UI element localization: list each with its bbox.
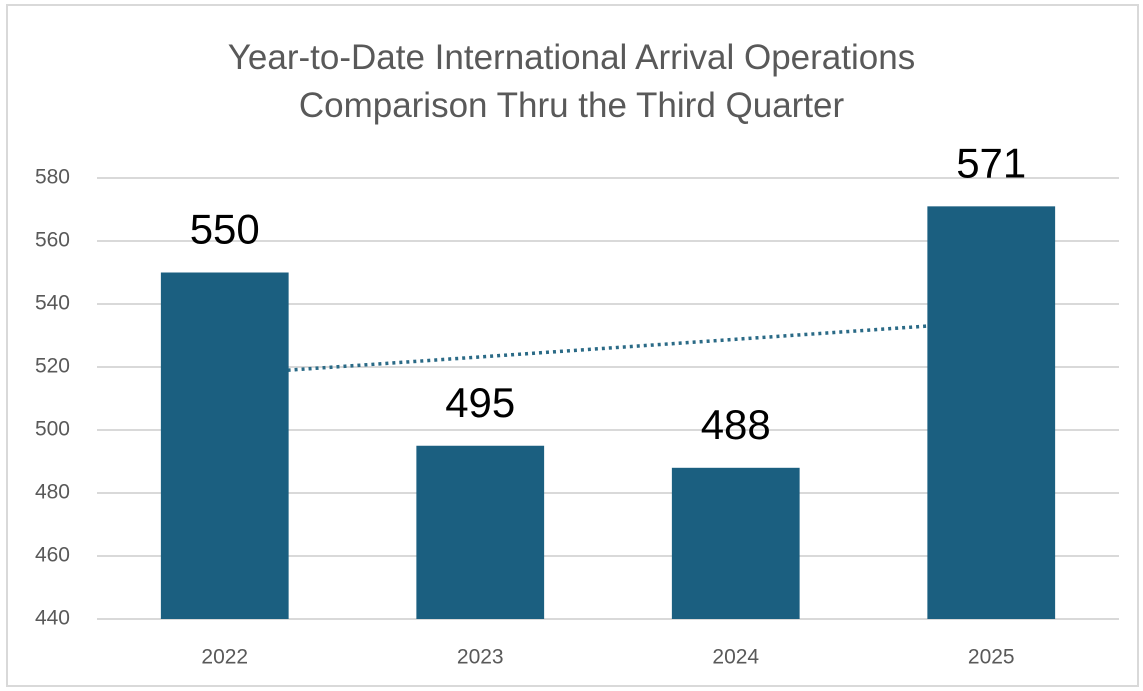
x-tick-label: 2024 [712,646,759,669]
bar [927,206,1056,619]
y-tick-label: 540 [35,292,70,315]
y-tick-label: 560 [35,229,70,252]
y-tick-label: 440 [35,607,70,630]
x-tick-label: 2022 [201,646,248,669]
data-label: 550 [190,206,260,253]
x-tick-label: 2025 [968,646,1015,669]
data-label: 495 [445,379,515,426]
bar [671,467,800,619]
y-tick-label: 520 [35,355,70,378]
y-tick-label: 500 [35,418,70,441]
chart-border [6,4,1139,687]
bar [416,445,545,619]
chart-title: Year-to-Date International Arrival Opera… [227,38,916,125]
y-tick-label: 580 [35,166,70,189]
data-label: 571 [956,139,1026,186]
trendline [224,319,992,377]
x-tick-label: 2023 [457,646,504,669]
y-tick-label: 480 [35,481,70,504]
y-tick-label: 460 [35,544,70,567]
bar [160,272,289,619]
data-label: 488 [701,401,771,448]
